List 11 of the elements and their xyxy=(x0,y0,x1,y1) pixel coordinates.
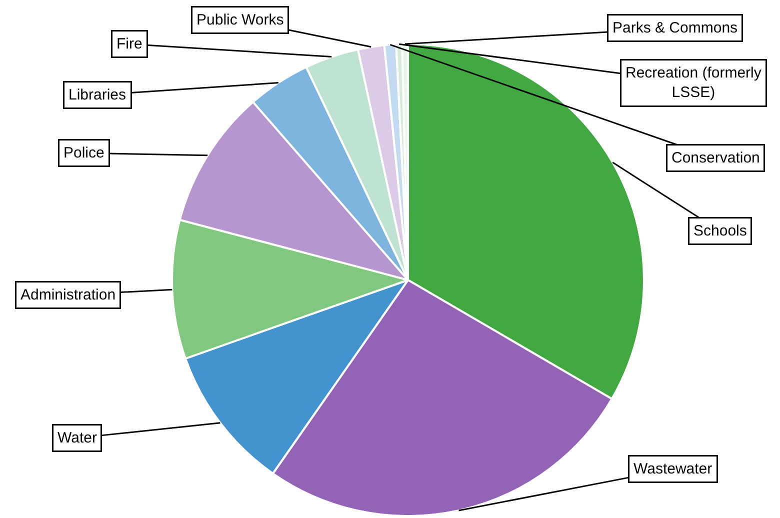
slice-label: Schools xyxy=(694,222,747,240)
slice-label: Police xyxy=(64,144,104,162)
slice-label: Wastewater xyxy=(634,460,712,478)
slice-label: Conservation xyxy=(672,150,760,166)
slice-label: Recreation (formerly LSSE) xyxy=(626,64,762,101)
slice-label: Fire xyxy=(116,36,142,52)
slice-label: Parks & Commons xyxy=(612,20,738,36)
slice-label: Public Works xyxy=(196,12,284,28)
slice-label: Libraries xyxy=(68,86,126,104)
slice-label: Water xyxy=(58,430,97,446)
slice-label: Administration xyxy=(20,286,116,304)
